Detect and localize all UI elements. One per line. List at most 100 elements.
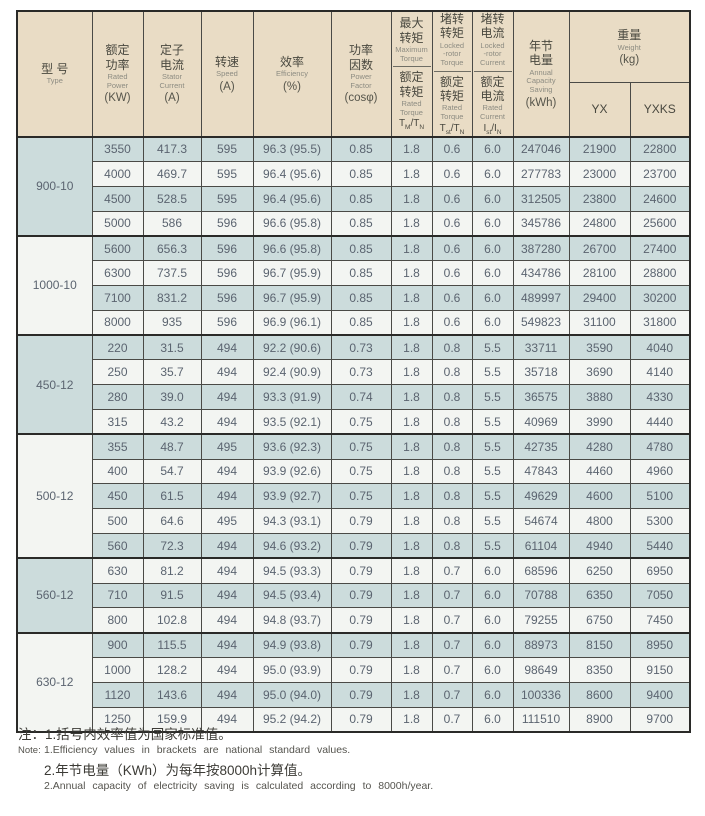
header-speed: 转速 Speed (A) xyxy=(200,10,254,138)
cell-power-factor: 0.85 xyxy=(330,260,392,286)
header-type-zh: 型 号 xyxy=(41,61,69,76)
cell-locked-torque-ratio: 0.7 xyxy=(431,607,473,634)
type-group-630-12: 630-12 900 115.5 494 94.9 (93.8) 0.79 1.8 0.7 6.… xyxy=(16,632,691,733)
cell-weight-yxks: 24600 xyxy=(629,185,691,212)
note-label-zh: 注： xyxy=(18,727,45,742)
cell-power-factor: 0.75 xyxy=(330,433,392,460)
cell-annual-saving: 35718 xyxy=(512,359,570,386)
cell-efficiency: 96.4 (95.6) xyxy=(252,185,332,212)
table-row: 900-10 3550 417.3 595 96.3 (95.5) 0.85 1.8 0.6 6… xyxy=(16,136,691,237)
cell-stator-current: 469.7 xyxy=(142,160,202,187)
cell-max-torque-ratio: 1.8 xyxy=(390,557,433,584)
cell-weight-yx: 8350 xyxy=(568,656,631,683)
cell-power-factor: 0.79 xyxy=(330,656,392,683)
cell-speed: 494 xyxy=(200,632,254,658)
table-row: 450 61.5 494 93.9 (92.7) 0.75 1.8 0.8 5.5 49629 4… xyxy=(17,483,691,510)
cell-efficiency: 96.3 (95.5) xyxy=(252,136,332,162)
cell-max-torque-ratio: 1.8 xyxy=(390,582,433,609)
cell-max-torque-ratio: 1.8 xyxy=(390,433,433,460)
cell-locked-current-ratio: 6.0 xyxy=(471,309,514,336)
cell-weight-yx: 4800 xyxy=(568,508,631,534)
cell-power-factor: 0.79 xyxy=(330,582,392,609)
cell-weight-yx: 23800 xyxy=(568,185,631,212)
cell-max-torque-ratio: 1.8 xyxy=(390,334,433,361)
cell-rated-power: 315 xyxy=(91,408,144,435)
table-row: 500 64.6 495 94.3 (93.1) 0.79 1.8 0.8 5.5 54674 4… xyxy=(17,508,691,534)
type-cell: 900-10 xyxy=(16,136,93,237)
table-row: 1120 143.6 494 95.0 (94.0) 0.79 1.8 0.7 6.0 1003… xyxy=(17,681,691,708)
cell-weight-yxks: 23700 xyxy=(629,160,691,187)
cell-locked-torque-ratio: 0.6 xyxy=(431,210,473,237)
cell-locked-current-ratio: 5.5 xyxy=(471,433,514,460)
header-stator-current: 定子 电流 Stator Current (A) xyxy=(142,10,202,138)
header-locked-current-ratio: 堵转 电流 Locked -rotor Current 额定 电流 Rated … xyxy=(471,10,514,138)
cell-weight-yx: 4280 xyxy=(568,433,631,460)
cell-locked-torque-ratio: 0.7 xyxy=(431,681,473,708)
table-row: 450-12 220 31.5 494 92.2 (90.6) 0.73 1.8 0.8 5.5… xyxy=(16,334,691,435)
cell-stator-current: 417.3 xyxy=(142,136,202,162)
cell-locked-torque-ratio: 0.8 xyxy=(431,359,473,386)
cell-efficiency: 92.4 (90.9) xyxy=(252,359,332,386)
note-1-en-text: 1.Efficiency values in brackets are nati… xyxy=(44,744,351,757)
cell-power-factor: 0.79 xyxy=(330,557,392,584)
cell-locked-torque-ratio: 0.8 xyxy=(431,384,473,410)
header-weight-zh: 重量 xyxy=(617,28,642,43)
header-yx-label: YX xyxy=(591,102,608,117)
locked-torque-denominator: 额定 转矩 Rated Torque Tst/TN xyxy=(434,75,471,136)
cell-weight-yxks: 4330 xyxy=(629,384,691,410)
header-max-torque-ratio: 最大 转矩 Maximum Torque 额定 转矩 Rated Torque … xyxy=(390,10,433,138)
cell-weight-yxks: 6950 xyxy=(629,557,691,584)
note-1-zh-text: 1.括号内效率值为国家标准值。 xyxy=(45,727,232,742)
cell-locked-current-ratio: 6.0 xyxy=(471,607,514,634)
cell-power-factor: 0.79 xyxy=(330,681,392,708)
max-torque-denominator: 额定 转矩 Rated Torque TM/TN xyxy=(393,70,431,131)
cell-stator-current: 935 xyxy=(142,309,202,336)
header-efficiency: 效率 Efficiency (%) xyxy=(252,10,332,138)
cell-speed: 494 xyxy=(200,334,254,361)
note-line-1-zh: 注： 1.括号内效率值为国家标准值。 xyxy=(18,726,690,744)
notes: 注： 1.括号内效率值为国家标准值。 Note: 1.Efficiency va… xyxy=(18,726,690,794)
cell-annual-saving: 70788 xyxy=(512,582,570,609)
header-rated-power-en: Rated Power xyxy=(106,72,129,90)
cell-annual-saving: 345786 xyxy=(512,210,570,237)
cell-power-factor: 0.85 xyxy=(330,309,392,336)
cell-rated-power: 500 xyxy=(91,508,144,534)
table-row: 5000 586 596 96.6 (95.8) 0.85 1.8 0.6 6.0 345786… xyxy=(17,210,691,237)
cell-weight-yxks: 4140 xyxy=(629,359,691,386)
cell-locked-torque-ratio: 0.7 xyxy=(431,582,473,609)
cell-rated-power: 400 xyxy=(91,458,144,485)
header-annual-saving-en: Annual Capacity Saving xyxy=(526,67,556,95)
cell-efficiency: 96.6 (95.8) xyxy=(252,210,332,237)
cell-efficiency: 94.5 (93.3) xyxy=(252,557,332,584)
cell-speed: 494 xyxy=(200,656,254,683)
cell-weight-yx: 24800 xyxy=(568,210,631,237)
cell-power-factor: 0.85 xyxy=(330,235,392,262)
cell-speed: 596 xyxy=(200,260,254,286)
table-row: 1000 128.2 494 95.0 (93.9) 0.79 1.8 0.7 6.0 9864… xyxy=(17,656,691,683)
cell-stator-current: 831.2 xyxy=(142,284,202,311)
cell-locked-current-ratio: 6.0 xyxy=(471,260,514,286)
cell-max-torque-ratio: 1.8 xyxy=(390,284,433,311)
max-torque-numerator: 最大 转矩 Maximum Torque xyxy=(392,16,431,68)
cell-speed: 494 xyxy=(200,408,254,435)
cell-locked-current-ratio: 6.0 xyxy=(471,235,514,262)
table-row: 1000-10 5600 656.3 596 96.6 (95.8) 0.85 1.8 0.6… xyxy=(16,235,691,336)
cell-power-factor: 0.75 xyxy=(330,408,392,435)
rated-current-zh: 额定 电流 xyxy=(480,74,505,104)
header-speed-unit: (A) xyxy=(219,80,235,93)
cell-speed: 495 xyxy=(200,433,254,460)
max-torque-en: Maximum Torque xyxy=(395,45,428,63)
cell-weight-yxks: 5100 xyxy=(629,483,691,510)
cell-locked-current-ratio: 6.0 xyxy=(471,160,514,187)
cell-speed: 494 xyxy=(200,532,254,559)
locked-torque-numerator: 堵转 转矩 Locked -rotor Torque xyxy=(433,12,471,72)
cell-annual-saving: 36575 xyxy=(512,384,570,410)
cell-annual-saving: 98649 xyxy=(512,656,570,683)
cell-locked-current-ratio: 6.0 xyxy=(471,557,514,584)
cell-rated-power: 630 xyxy=(91,557,144,584)
cell-locked-current-ratio: 5.5 xyxy=(471,508,514,534)
cell-annual-saving: 88973 xyxy=(512,632,570,658)
cell-annual-saving: 434786 xyxy=(512,260,570,286)
cell-stator-current: 528.5 xyxy=(142,185,202,212)
note-2-zh-text: 2.年节电量（KWh）为每年按8000h计算值。 xyxy=(44,762,312,778)
